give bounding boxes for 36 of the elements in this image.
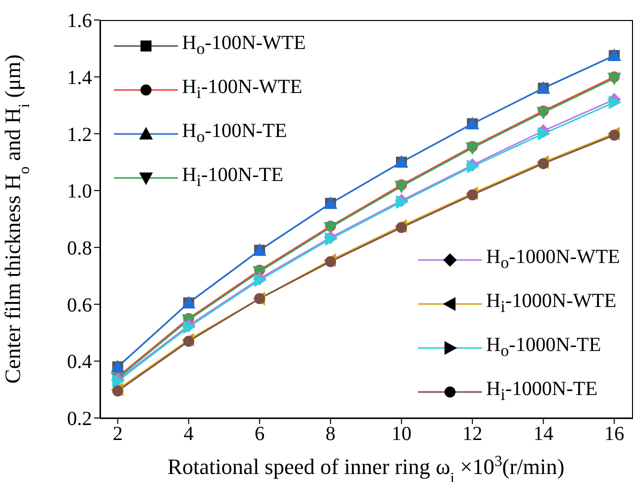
legend-label: H$_{o}$-100N-TE: [182, 119, 287, 148]
point: [396, 222, 407, 234]
point: [466, 189, 478, 200]
x-tick-label: 14: [533, 423, 554, 446]
point: [608, 130, 620, 141]
x-tick-label: 10: [391, 423, 412, 446]
y-tick-label: 1.0: [67, 180, 92, 203]
legend-label: H$_{o}$-1000N-WTE: [486, 245, 620, 274]
x-tick-label: 2: [112, 423, 123, 446]
y-tick-label: 0.4: [67, 351, 92, 374]
point: [536, 106, 550, 119]
point: [183, 336, 194, 347]
legend-label: H$_{o}$-100N-WTE: [182, 31, 306, 60]
point: [325, 256, 336, 268]
y-tick-label: 0.2: [67, 408, 92, 430]
legend-label: H$_{o}$-1000N-TE: [486, 333, 602, 362]
y-tick-label: 1.6: [67, 10, 92, 32]
y-tick-label: 1.2: [67, 124, 92, 146]
legend-label: H$_{i}$-1000N-TE: [486, 377, 598, 406]
point: [394, 180, 408, 193]
legend-label: H$_{i}$-100N-WTE: [182, 75, 302, 104]
x-tick-label: 12: [462, 423, 482, 446]
point: [608, 72, 621, 85]
x-tick-label: 16: [604, 423, 624, 446]
point: [608, 96, 621, 109]
point: [538, 127, 550, 140]
y-tick-label: 0.8: [67, 238, 92, 260]
x-tick-label: 6: [254, 423, 265, 446]
y-tick-label: 0.6: [67, 294, 92, 316]
legend-label: H$_{i}$-100N-TE: [182, 163, 284, 192]
legend-label: H$_{i}$-1000N-WTE: [486, 289, 616, 318]
x-tick-label: 8: [326, 423, 336, 446]
x-tick-label: 4: [184, 423, 194, 446]
y-tick-label: 1.4: [67, 66, 92, 89]
point: [324, 222, 338, 234]
point: [538, 158, 549, 170]
